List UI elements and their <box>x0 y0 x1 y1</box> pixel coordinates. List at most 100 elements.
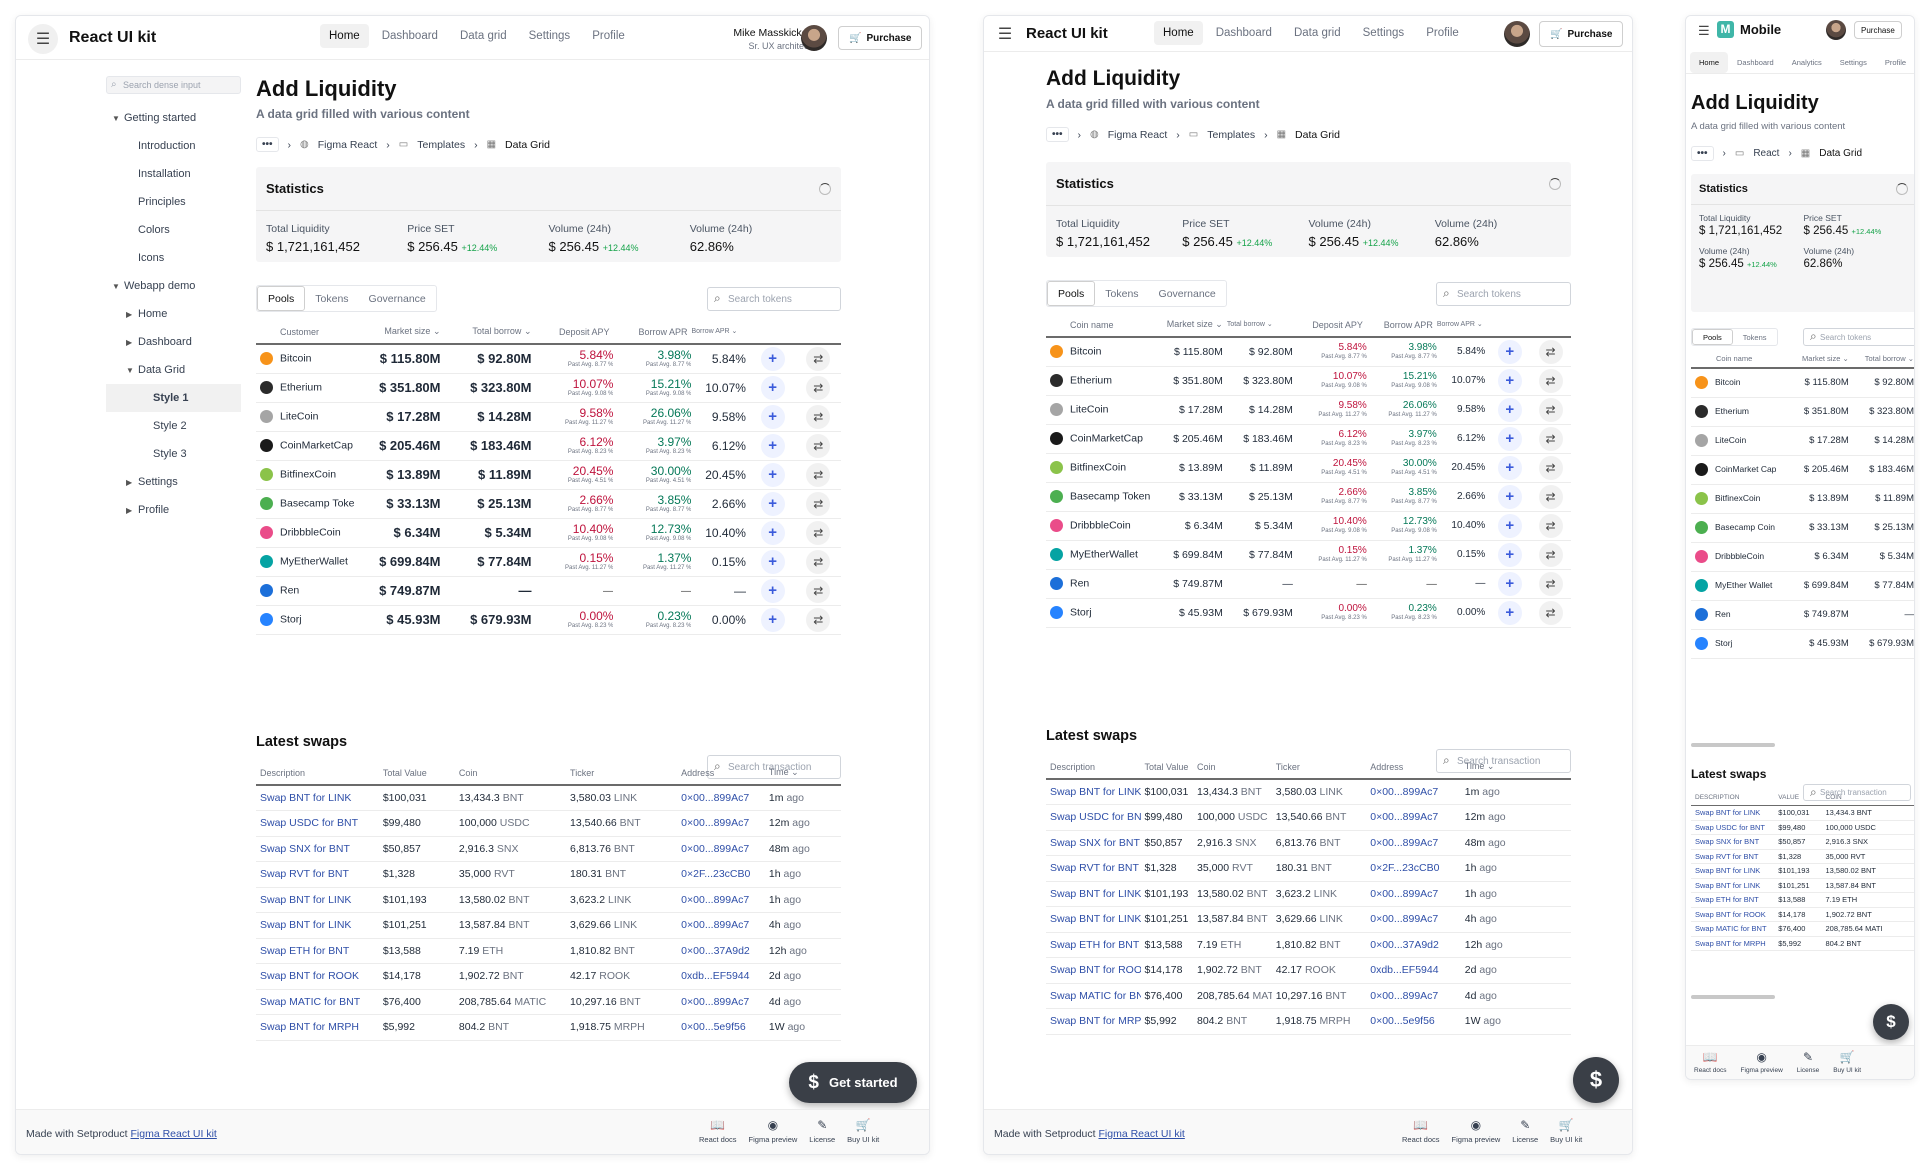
table-row[interactable]: Swap BNT for LINK $100,031 13,434.3 BNT 3,5… <box>1046 779 1571 805</box>
tab-governance[interactable]: Governance <box>368 292 426 305</box>
footer-license[interactable]: ✎ License <box>1512 1118 1538 1144</box>
table-row[interactable]: DribbbleCoin $ 6.34M $ 5.34M <box>1691 542 1914 572</box>
table-row[interactable]: Swap BNT for MRPH $5,992 804.2 BNT <box>1691 936 1914 951</box>
menu-icon[interactable]: ☰ <box>1698 23 1710 38</box>
swap-button[interactable]: ⇄ <box>806 404 831 429</box>
add-button[interactable]: + <box>1497 397 1522 422</box>
column-header[interactable]: Borrow APR ⌄ <box>691 326 750 345</box>
sidebar-item-icons[interactable]: Icons <box>106 244 241 272</box>
column-header[interactable]: Market size ⌄ <box>1151 319 1227 338</box>
swap-address[interactable]: 0xdb...EF5944 <box>677 963 765 990</box>
add-button[interactable]: + <box>1497 339 1522 364</box>
more-button[interactable]: ••• <box>1691 146 1714 161</box>
tab-pools[interactable]: Pools <box>1047 281 1096 306</box>
table-row[interactable]: Ren $ 749.87M — <box>1691 600 1914 630</box>
breadcrumb-item[interactable]: Figma React <box>317 138 378 151</box>
swap-button[interactable]: ⇄ <box>806 375 831 400</box>
swap-address[interactable]: 0×00...899Ac7 <box>677 912 765 939</box>
swap-address[interactable]: 0×00...899Ac7 <box>1366 881 1461 907</box>
swap-address[interactable]: 0×00...899Ac7 <box>1366 779 1461 805</box>
swap-description[interactable]: Swap SNX for BNT <box>1046 830 1141 856</box>
breadcrumb-item[interactable]: Figma React <box>1107 128 1168 141</box>
swap-description[interactable]: Swap BNT for LINK <box>1691 805 1775 821</box>
sidebar-item-colors[interactable]: Colors <box>106 216 241 244</box>
sidebar-item-style-3[interactable]: Style 3 <box>106 440 241 468</box>
sidebar-item-dashboard[interactable]: ▶ Dashboard <box>106 328 241 356</box>
swap-description[interactable]: Swap BNT for LINK <box>1046 779 1141 805</box>
table-row[interactable]: Swap BNT for LINK $101,193 13,580.02 BNT 3,… <box>256 887 841 913</box>
swap-description[interactable]: Swap ETH for BNT <box>1691 892 1775 908</box>
table-row[interactable]: Bitcoin $ 115.80M $ 92.80M 5.84% Past Avg. 8… <box>256 344 841 374</box>
swap-address[interactable]: 0×00...5e9f56 <box>1366 1008 1461 1035</box>
footer-buy-ui-kit[interactable]: 🛒 Buy UI kit <box>1833 1050 1861 1074</box>
nav-home[interactable]: Home <box>1154 21 1203 45</box>
footer-react-docs[interactable]: 📖 React docs <box>699 1118 737 1144</box>
table-row[interactable]: BitfinexCoin $ 13.89M $ 11.89M <box>1691 484 1914 514</box>
swap-description[interactable]: Swap BNT for LINK <box>1691 878 1775 893</box>
swap-description[interactable]: Swap SNX for BNT <box>1691 834 1775 850</box>
nav-profile[interactable]: Profile <box>1884 58 1907 67</box>
swap-description[interactable]: Swap ETH for BNT <box>1046 932 1141 958</box>
table-row[interactable]: Swap ETH for BNT $13,588 7.19 ETH <box>1691 892 1914 908</box>
swap-button[interactable]: ⇄ <box>1538 339 1563 364</box>
swap-address[interactable]: 0×00...899Ac7 <box>677 810 765 837</box>
nav-analytics[interactable]: Analytics <box>1791 58 1822 67</box>
breadcrumb-item[interactable]: Data Grid <box>1819 148 1863 159</box>
table-row[interactable]: Swap RVT for BNT $1,328 35,000 RVT 180.31 B… <box>1046 855 1571 882</box>
table-row[interactable]: MyEtherWallet $ 699.84M $ 77.84M 0.15% Past … <box>256 547 841 577</box>
add-button[interactable]: + <box>1497 571 1522 596</box>
dollar-button[interactable]: $ <box>1573 1057 1619 1103</box>
table-row[interactable]: DribbbleCoin $ 6.34M $ 5.34M 10.40% Past Avg… <box>256 518 841 548</box>
table-row[interactable]: MyEtherWallet $ 699.84M $ 77.84M 0.15% Past … <box>1046 540 1571 570</box>
breadcrumb-item[interactable]: Data Grid <box>505 138 550 151</box>
nav-settings[interactable]: Settings <box>1362 27 1405 39</box>
table-row[interactable]: DribbbleCoin $ 6.34M $ 5.34M 10.40% Past Avg… <box>1046 511 1571 541</box>
footer-react-docs[interactable]: 📖 React docs <box>1694 1050 1727 1074</box>
table-row[interactable]: Swap SNX for BNT $50,857 2,916.3 SNX <box>1691 834 1914 850</box>
add-button[interactable]: + <box>760 375 785 400</box>
footer-figma-preview[interactable]: ◉ Figma preview <box>1741 1050 1783 1074</box>
swap-description[interactable]: Swap MATIC for BNT <box>1691 921 1775 937</box>
swap-button[interactable]: ⇄ <box>806 462 831 487</box>
horizontal-scrollbar[interactable] <box>1691 743 1775 747</box>
nav-dashboard[interactable]: Dashboard <box>1215 27 1272 39</box>
nav-settings[interactable]: Settings <box>528 30 571 42</box>
search-tokens-input[interactable]: Search tokens <box>1803 328 1914 346</box>
purchase-button[interactable]: Purchase <box>1854 21 1902 39</box>
swap-button[interactable]: ⇄ <box>806 520 831 545</box>
table-row[interactable]: Swap BNT for LINK $101,251 13,587.84 BNT 3,… <box>1046 906 1571 933</box>
swap-address[interactable]: 0×00...899Ac7 <box>1366 906 1461 933</box>
sidebar-item-home[interactable]: ▶ Home <box>106 300 241 328</box>
add-button[interactable]: + <box>760 404 785 429</box>
table-row[interactable]: Swap SNX for BNT $50,857 2,916.3 SNX 6,813.… <box>256 836 841 862</box>
table-row[interactable]: Swap BNT for LINK $101,193 13,580.02 BNT <box>1691 863 1914 879</box>
breadcrumb-item[interactable]: React <box>1753 148 1780 159</box>
search-tokens-input[interactable]: Search tokens <box>1436 282 1571 306</box>
table-row[interactable]: Etherium $ 351.80M $ 323.80M 10.07% Past Avg… <box>256 373 841 403</box>
swap-description[interactable]: Swap USDC for BNT <box>1691 820 1775 835</box>
nav-data-grid[interactable]: Data grid <box>459 30 507 42</box>
nav-dashboard[interactable]: Dashboard <box>1737 58 1774 67</box>
swap-address[interactable]: 0×2F...23cCB0 <box>1366 855 1461 882</box>
swap-description[interactable]: Swap MATIC for BNT <box>256 989 379 1015</box>
swap-description[interactable]: Swap BNT for LINK <box>256 887 379 913</box>
menu-icon[interactable]: ☰ <box>28 24 58 54</box>
table-row[interactable]: Swap BNT for LINK $101,193 13,580.02 BNT 3,… <box>1046 881 1571 907</box>
column-header[interactable]: Time ⌄ <box>764 767 841 786</box>
more-button[interactable]: ••• <box>1046 127 1069 142</box>
swap-description[interactable]: Swap RVT for BNT <box>1046 855 1141 882</box>
swap-description[interactable]: Swap MATIC for BNT <box>1046 983 1141 1009</box>
swap-address[interactable]: 0×00...899Ac7 <box>1366 804 1461 831</box>
sidebar-item-installation[interactable]: Installation <box>106 160 241 188</box>
table-row[interactable]: CoinMarketCap $ 205.46M $ 183.46M 6.12% Past… <box>1046 424 1571 454</box>
swap-address[interactable]: 0×00...37A9d2 <box>677 938 765 964</box>
column-header[interactable]: Total borrow ⌄ <box>1850 354 1914 369</box>
nav-home[interactable]: Home <box>1690 52 1729 73</box>
table-row[interactable]: Swap BNT for MRPH $5,992 804.2 BNT 1,918.75… <box>256 1014 841 1041</box>
get-started-button[interactable]: $ Get started <box>789 1062 917 1103</box>
swap-description[interactable]: Swap BNT for ROOK <box>1691 907 1775 922</box>
swap-description[interactable]: Swap RVT for BNT <box>256 861 379 888</box>
table-row[interactable]: Swap ETH for BNT $13,588 7.19 ETH 1,810.82 … <box>1046 932 1571 958</box>
footer-figma-preview[interactable]: ◉ Figma preview <box>749 1118 798 1144</box>
table-row[interactable]: Swap USDC for BNT $99,480 100,000 USDC <box>1691 820 1914 835</box>
